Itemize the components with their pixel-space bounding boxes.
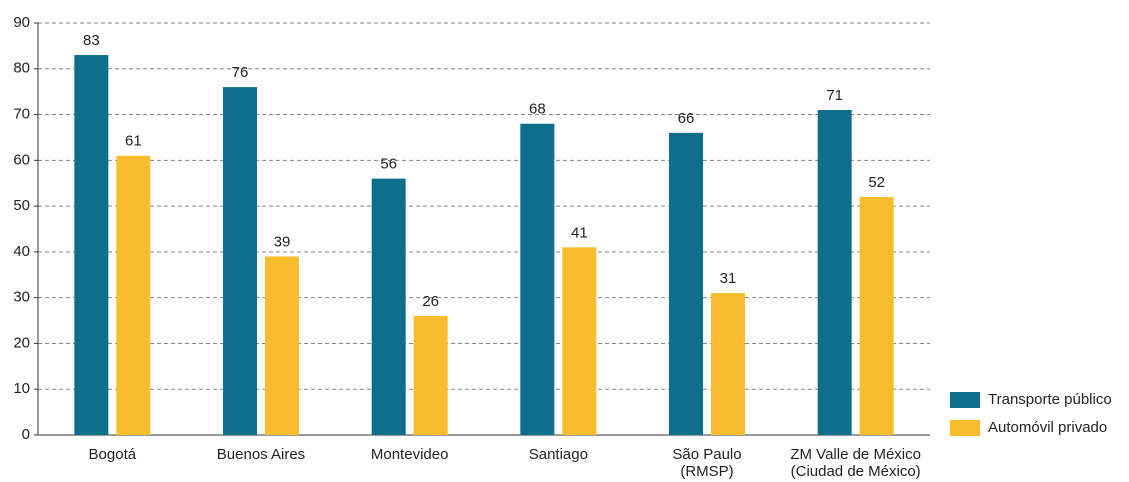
data-label: 26 — [422, 293, 439, 310]
bar — [669, 132, 703, 435]
data-label: 71 — [826, 87, 843, 104]
bar — [223, 87, 257, 435]
data-label: 68 — [529, 101, 546, 118]
data-label: 52 — [868, 174, 885, 191]
bar — [116, 155, 151, 435]
data-label: 76 — [232, 64, 249, 81]
data-label: 66 — [678, 110, 695, 127]
data-label: 31 — [720, 270, 737, 287]
bar — [562, 247, 597, 435]
data-label: 56 — [380, 156, 397, 173]
bar — [859, 196, 894, 435]
y-tick-label: 0 — [22, 426, 30, 443]
legend-swatch — [950, 392, 980, 408]
bar — [520, 123, 555, 435]
y-tick-label: 60 — [13, 151, 30, 168]
legend-label: Transporte público — [988, 391, 1112, 408]
x-tick-label: ZM Valle de México — [790, 446, 921, 463]
x-tick-label: São Paulo — [672, 446, 741, 463]
x-tick-label: Santiago — [529, 446, 588, 463]
x-tick-label: (Ciudad de México) — [791, 463, 921, 480]
y-tick-label: 80 — [13, 60, 30, 77]
data-label: 41 — [571, 224, 588, 241]
y-tick-label: 20 — [13, 334, 30, 351]
data-label: 61 — [125, 133, 142, 150]
bar — [817, 109, 852, 435]
bar — [265, 256, 299, 435]
data-label: 83 — [83, 32, 100, 49]
bar — [711, 293, 745, 435]
bar — [413, 315, 448, 435]
bar — [371, 178, 406, 435]
x-tick-label: Bogotá — [89, 446, 137, 463]
y-tick-label: 90 — [13, 14, 30, 31]
x-tick-label: (RMSP) — [680, 463, 733, 480]
bar — [74, 55, 109, 436]
y-tick-label: 40 — [13, 243, 30, 260]
x-tick-label: Montevideo — [371, 446, 449, 463]
data-label: 39 — [274, 233, 291, 250]
y-tick-label: 50 — [13, 197, 30, 214]
legend-swatch — [950, 420, 980, 436]
y-tick-label: 30 — [13, 289, 30, 306]
x-tick-label: Buenos Aires — [217, 446, 305, 463]
y-tick-label: 10 — [13, 380, 30, 397]
y-tick-label: 70 — [13, 106, 30, 123]
legend-label: Automóvil privado — [988, 419, 1107, 436]
